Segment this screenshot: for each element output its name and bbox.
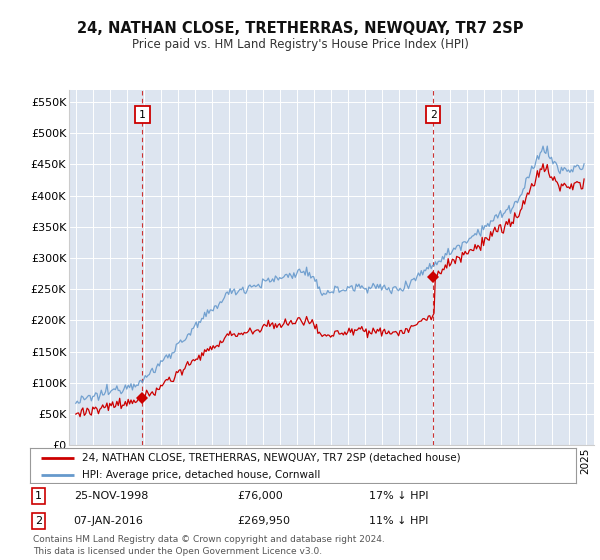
- Text: HPI: Average price, detached house, Cornwall: HPI: Average price, detached house, Corn…: [82, 470, 320, 480]
- Text: 1: 1: [139, 110, 146, 119]
- Text: 17% ↓ HPI: 17% ↓ HPI: [368, 491, 428, 501]
- Text: Price paid vs. HM Land Registry's House Price Index (HPI): Price paid vs. HM Land Registry's House …: [131, 38, 469, 51]
- Text: 07-JAN-2016: 07-JAN-2016: [74, 516, 143, 526]
- Text: 25-NOV-1998: 25-NOV-1998: [74, 491, 148, 501]
- Text: 1: 1: [35, 491, 41, 501]
- Text: 24, NATHAN CLOSE, TRETHERRAS, NEWQUAY, TR7 2SP (detached house): 24, NATHAN CLOSE, TRETHERRAS, NEWQUAY, T…: [82, 452, 460, 463]
- Text: 2: 2: [35, 516, 42, 526]
- Text: 24, NATHAN CLOSE, TRETHERRAS, NEWQUAY, TR7 2SP: 24, NATHAN CLOSE, TRETHERRAS, NEWQUAY, T…: [77, 21, 523, 36]
- Text: £76,000: £76,000: [238, 491, 283, 501]
- Text: £269,950: £269,950: [238, 516, 290, 526]
- Text: Contains HM Land Registry data © Crown copyright and database right 2024.
This d: Contains HM Land Registry data © Crown c…: [33, 535, 385, 556]
- Text: 11% ↓ HPI: 11% ↓ HPI: [368, 516, 428, 526]
- Text: 2: 2: [430, 110, 436, 119]
